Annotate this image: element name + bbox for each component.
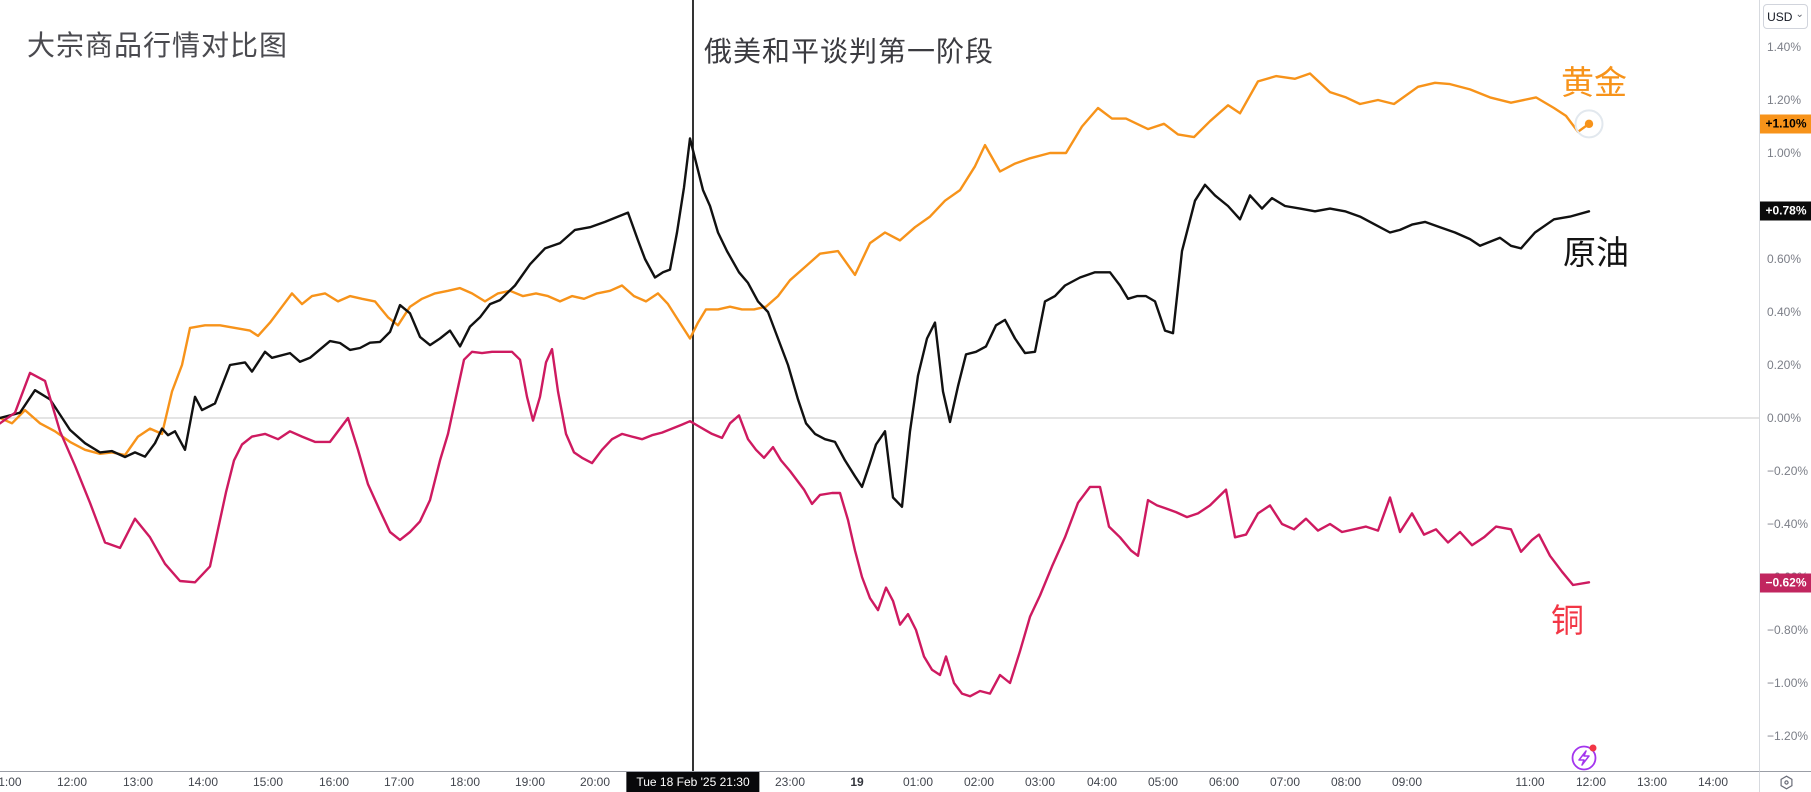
last-price-badge: +0.78% (1760, 201, 1811, 221)
time-tick-label: 11:00 (1515, 775, 1545, 789)
time-tick-label: 14:00 (187, 775, 219, 789)
currency-dropdown[interactable]: USD ⌄ (1763, 4, 1808, 29)
series-label-gold: 黄金 (1561, 64, 1627, 101)
time-tick-label: 02:00 (963, 775, 995, 789)
time-tick-label: 14:00 (1697, 775, 1729, 789)
lightning-bolt-glyph (1578, 750, 1590, 766)
price-tick-label: 1.40% (1767, 40, 1802, 54)
last-price-badge: −0.62% (1760, 573, 1811, 593)
page-title: 大宗商品行情对比图 (27, 30, 289, 61)
price-axis[interactable]: 1.40%1.20%1.00%0.80%0.60%0.40%0.20%0.00%… (1759, 0, 1811, 771)
series-label-copper: 铜 (1551, 602, 1584, 639)
time-tick-label: 07:00 (1269, 775, 1301, 789)
price-chart-canvas[interactable] (0, 0, 1759, 771)
price-tick-label: 1.00% (1767, 146, 1802, 160)
time-tick-label: 11:00 (0, 775, 22, 789)
time-tick-label: 03:00 (1024, 775, 1056, 789)
axis-settings-gear-icon[interactable] (1779, 775, 1794, 790)
time-tick-label: 12:00 (56, 775, 88, 789)
time-tick-label: 23:00 (774, 775, 806, 789)
series-line-crude-oil[interactable] (0, 137, 1591, 508)
price-tick-label: 0.60% (1767, 252, 1802, 266)
time-tick-label: 04:00 (1086, 775, 1118, 789)
last-price-badge: +1.10% (1760, 114, 1811, 134)
time-tick-label: 05:00 (1147, 775, 1179, 789)
price-tick-label: −1.00% (1767, 676, 1809, 690)
axis-corner[interactable] (1759, 771, 1811, 792)
time-tick-label: 13:00 (1636, 775, 1668, 789)
price-tick-label: 1.20% (1767, 93, 1802, 107)
time-axis[interactable]: Tue 18 Feb '25 21:30 11:00 12:00 13:00 14:0… (0, 771, 1811, 792)
price-tick-label: 0.20% (1767, 358, 1802, 372)
price-tick-label: −0.40% (1767, 517, 1809, 531)
price-tick-label: 0.40% (1767, 305, 1802, 319)
time-tick-label: 06:00 (1208, 775, 1240, 789)
last-price-halo (1574, 109, 1604, 139)
series-line-copper[interactable] (0, 347, 1591, 698)
last-price-dot (1584, 119, 1594, 129)
time-tick-label: 20:00 (579, 775, 611, 789)
event-annotation-text: 俄美和平谈判第一阶段 (704, 36, 995, 67)
time-tick-label: 12:00 (1575, 775, 1607, 789)
price-tick-label: 0.00% (1767, 411, 1802, 425)
time-tick-date-label: 19 (850, 775, 864, 789)
market-status-lightning-icon[interactable] (1571, 745, 1597, 771)
currency-dropdown-label: USD (1767, 9, 1793, 24)
time-tick-label: 16:00 (318, 775, 350, 789)
time-tick-label: 13:00 (122, 775, 154, 789)
time-tick-label: 15:00 (252, 775, 284, 789)
time-tick-label: 17:00 (383, 775, 415, 789)
time-tick-label: 19:00 (514, 775, 546, 789)
notification-dot (1589, 744, 1597, 752)
crosshair-time-badge: Tue 18 Feb '25 21:30 (626, 772, 760, 792)
price-tick-label: −0.80% (1767, 623, 1809, 637)
price-tick-label: −0.20% (1767, 464, 1809, 478)
price-tick-label: −1.20% (1767, 729, 1809, 743)
series-line-gold[interactable] (0, 72, 1591, 457)
time-tick-label: 08:00 (1330, 775, 1362, 789)
time-tick-label: 09:00 (1391, 775, 1423, 789)
chevron-down-icon: ⌄ (1795, 9, 1804, 20)
time-tick-label: 18:00 (449, 775, 481, 789)
series-label-crude-oil: 原油 (1563, 234, 1629, 271)
time-tick-label: 01:00 (902, 775, 934, 789)
